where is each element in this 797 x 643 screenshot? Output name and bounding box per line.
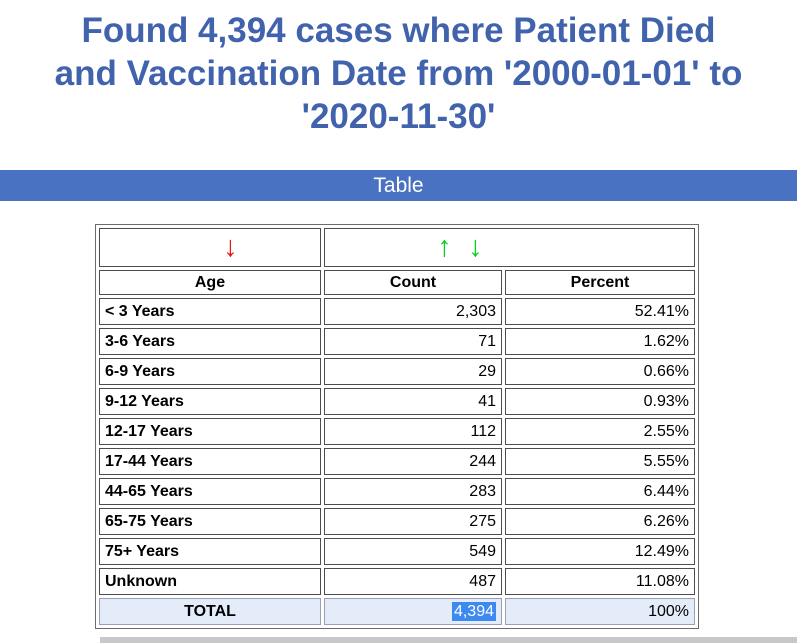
count-cell: 112	[324, 418, 502, 445]
table-row: 6-9 Years 29 0.66%	[99, 358, 695, 385]
sort-age-cell: ↓	[99, 228, 321, 267]
count-cell: 244	[324, 448, 502, 475]
age-cell: 17-44 Years	[99, 448, 321, 475]
count-cell: 275	[324, 508, 502, 535]
table-row: 44-65 Years 283 6.44%	[99, 478, 695, 505]
age-cell: 3-6 Years	[99, 328, 321, 355]
percent-cell: 0.66%	[505, 358, 695, 385]
table-row: 9-12 Years 41 0.93%	[99, 388, 695, 415]
percent-cell: 6.26%	[505, 508, 695, 535]
count-cell: 2,303	[324, 298, 502, 325]
column-header-row: Age Count Percent	[99, 270, 695, 295]
sort-controls-row: ↓ ↑ ↓	[99, 228, 695, 267]
total-row: TOTAL 4,394 100%	[99, 598, 695, 625]
count-cell: 41	[324, 388, 502, 415]
percent-cell: 6.44%	[505, 478, 695, 505]
page-title-line-2: and Vaccination Date from '2000-01-01' t…	[54, 54, 743, 93]
percent-cell: 1.62%	[505, 328, 695, 355]
age-cell: 75+ Years	[99, 538, 321, 565]
count-cell: 549	[324, 538, 502, 565]
age-cell: 9-12 Years	[99, 388, 321, 415]
percent-cell: 2.55%	[505, 418, 695, 445]
age-cell: < 3 Years	[99, 298, 321, 325]
table-row: 65-75 Years 275 6.26%	[99, 508, 695, 535]
column-header-count: Count	[324, 270, 502, 295]
total-count-cell: 4,394	[324, 598, 502, 625]
age-cell: 44-65 Years	[99, 478, 321, 505]
table-row: 17-44 Years 244 5.55%	[99, 448, 695, 475]
table-row: 3-6 Years 71 1.62%	[99, 328, 695, 355]
column-header-percent: Percent	[505, 270, 695, 295]
percent-cell: 12.49%	[505, 538, 695, 565]
percent-cell: 11.08%	[505, 568, 695, 595]
table-row: < 3 Years 2,303 52.41%	[99, 298, 695, 325]
count-cell: 487	[324, 568, 502, 595]
table-section-banner: Table	[0, 170, 797, 201]
table-section-banner-label: Table	[373, 174, 424, 197]
count-cell: 71	[324, 328, 502, 355]
sort-values-cell: ↑ ↓	[324, 228, 695, 267]
table-row: 75+ Years 549 12.49%	[99, 538, 695, 565]
page-title-line-1: Found 4,394 cases where Patient Died	[81, 11, 716, 50]
sort-descending-icon[interactable]: ↓	[468, 231, 483, 263]
percent-cell: 52.41%	[505, 298, 695, 325]
total-count-selected-value[interactable]: 4,394	[451, 601, 496, 621]
percent-cell: 0.93%	[505, 388, 695, 415]
page-title: Found 4,394 cases where Patient Died and…	[0, 0, 797, 138]
sort-age-descending-icon[interactable]: ↓	[223, 231, 238, 263]
column-header-age: Age	[99, 270, 321, 295]
age-cell: Unknown	[99, 568, 321, 595]
percent-cell: 5.55%	[505, 448, 695, 475]
page-title-line-3: '2020-11-30'	[301, 97, 496, 136]
sort-ascending-icon[interactable]: ↑	[437, 231, 452, 263]
count-cell: 283	[324, 478, 502, 505]
table-row: Unknown 487 11.08%	[99, 568, 695, 595]
age-cell: 65-75 Years	[99, 508, 321, 535]
age-cell: 6-9 Years	[99, 358, 321, 385]
table-row: 12-17 Years 112 2.55%	[99, 418, 695, 445]
total-percent-cell: 100%	[505, 598, 695, 625]
bottom-cutoff-bar	[100, 637, 797, 643]
count-cell: 29	[324, 358, 502, 385]
total-label: TOTAL	[99, 598, 321, 625]
results-table: ↓ ↑ ↓ Age Count Percent < 3 Years 2,303 …	[95, 224, 699, 629]
age-cell: 12-17 Years	[99, 418, 321, 445]
